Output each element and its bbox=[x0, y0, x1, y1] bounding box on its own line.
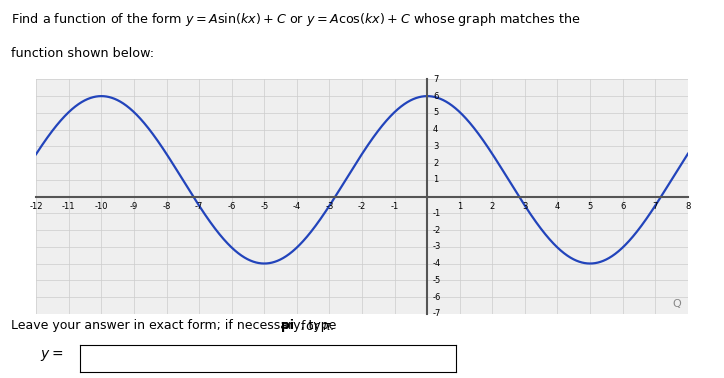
Text: 6: 6 bbox=[620, 203, 626, 211]
Text: 5: 5 bbox=[587, 203, 593, 211]
Text: -6: -6 bbox=[433, 293, 442, 302]
Text: function shown below:: function shown below: bbox=[11, 47, 154, 60]
Text: -1: -1 bbox=[433, 209, 441, 218]
Text: -12: -12 bbox=[30, 203, 43, 211]
Text: Q: Q bbox=[673, 299, 681, 309]
Text: -3: -3 bbox=[433, 242, 442, 251]
Text: 8: 8 bbox=[685, 203, 691, 211]
Text: -7: -7 bbox=[195, 203, 203, 211]
Text: 7: 7 bbox=[652, 203, 658, 211]
Text: -4: -4 bbox=[292, 203, 301, 211]
Text: -9: -9 bbox=[130, 203, 138, 211]
Text: 4: 4 bbox=[433, 125, 438, 134]
Text: -3: -3 bbox=[325, 203, 334, 211]
Text: 1: 1 bbox=[433, 175, 438, 184]
Text: -4: -4 bbox=[433, 259, 441, 268]
Text: 7: 7 bbox=[433, 75, 439, 84]
Text: for $\pi$.: for $\pi$. bbox=[297, 319, 334, 333]
Text: 2: 2 bbox=[489, 203, 495, 211]
Text: 1: 1 bbox=[457, 203, 463, 211]
Text: -2: -2 bbox=[358, 203, 366, 211]
Text: 3: 3 bbox=[433, 142, 439, 151]
Text: -11: -11 bbox=[62, 203, 75, 211]
Text: pi: pi bbox=[281, 319, 294, 332]
Text: 4: 4 bbox=[555, 203, 560, 211]
Text: -7: -7 bbox=[433, 309, 442, 318]
Text: -10: -10 bbox=[95, 203, 108, 211]
Text: 6: 6 bbox=[433, 91, 439, 101]
Text: -8: -8 bbox=[162, 203, 171, 211]
Text: $y =$: $y =$ bbox=[40, 348, 63, 363]
Text: -2: -2 bbox=[433, 226, 441, 234]
Text: -1: -1 bbox=[390, 203, 399, 211]
Text: -5: -5 bbox=[260, 203, 269, 211]
Text: 5: 5 bbox=[433, 108, 438, 117]
Text: 3: 3 bbox=[522, 203, 528, 211]
Text: Leave your answer in exact form; if necessary, type: Leave your answer in exact form; if nece… bbox=[11, 319, 340, 332]
Text: -5: -5 bbox=[433, 276, 441, 285]
Text: Find a function of the form $y = A\sin(kx) + C$ or $y = A\cos(kx) + C$ whose gra: Find a function of the form $y = A\sin(k… bbox=[11, 11, 581, 28]
Text: 2: 2 bbox=[433, 159, 438, 167]
Text: -6: -6 bbox=[227, 203, 236, 211]
